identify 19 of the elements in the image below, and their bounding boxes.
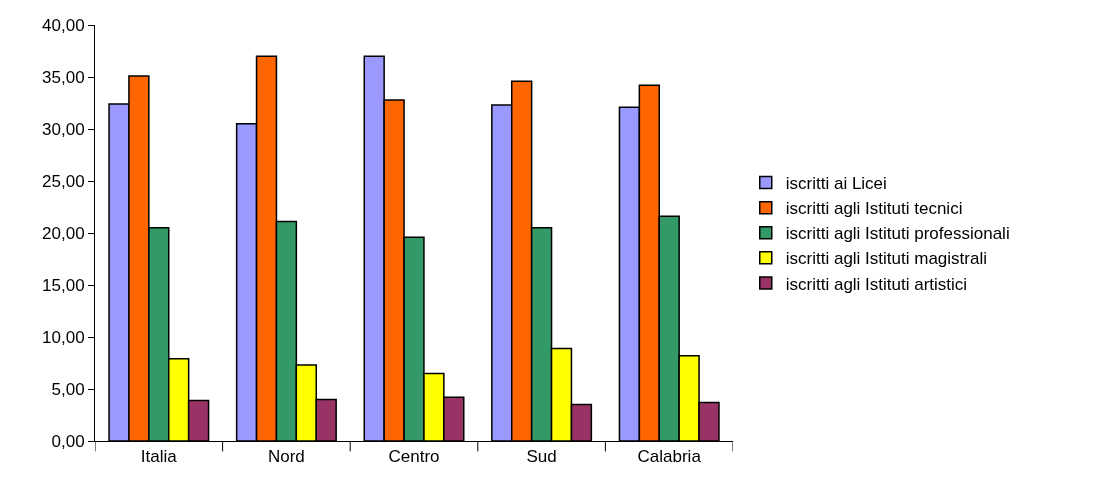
x-tick-label: Sud [526, 447, 557, 467]
y-tick-label: 15,00 [42, 275, 85, 295]
x-tick-label: Nord [267, 447, 305, 467]
y-tick-label: 35,00 [42, 67, 85, 87]
y-tick-label: 40,00 [42, 15, 85, 35]
x-tick-label: Centro [388, 447, 440, 467]
legend-label: iscritti agli Istituti professionali [785, 224, 1010, 244]
y-tick-label: 20,00 [42, 223, 85, 243]
x-tick-label: Calabria [637, 447, 702, 467]
y-tick-label: 10,00 [42, 327, 85, 347]
legend-label: iscritti ai Licei [785, 174, 887, 194]
x-tick-label: Italia [140, 447, 178, 467]
y-tick-label: 30,00 [42, 119, 85, 139]
legend-label: iscritti agli Istituti artistici [785, 274, 968, 294]
y-tick-label: 25,00 [42, 171, 85, 191]
legend-label: iscritti agli Istituti tecnici [785, 199, 963, 219]
y-tick-label: 5,00 [51, 379, 85, 399]
legend-label: iscritti agli Istituti magistrali [785, 249, 987, 269]
y-tick-label: 0,00 [51, 431, 85, 451]
